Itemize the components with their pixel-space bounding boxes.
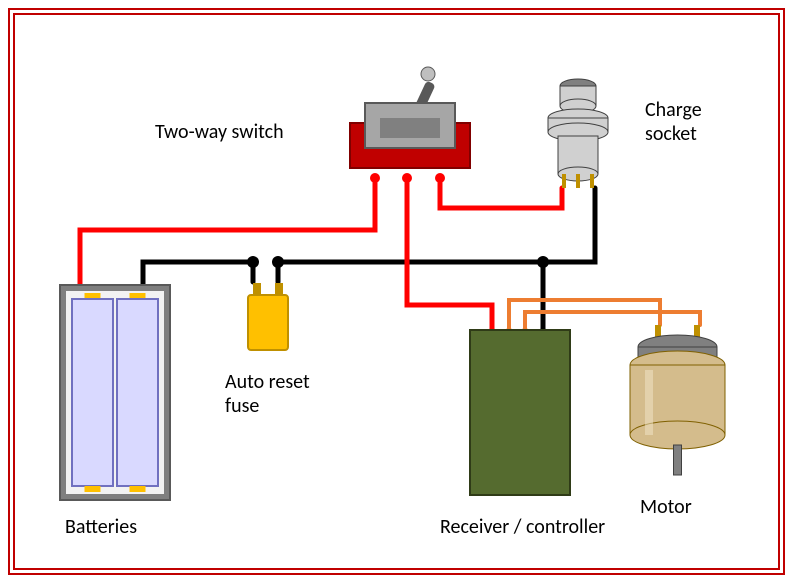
charge-socket-label-1: Charge bbox=[645, 98, 702, 122]
receiver-controller-icon bbox=[470, 330, 570, 495]
charge-socket-icon bbox=[548, 79, 608, 188]
batteries-label: Batteries bbox=[65, 515, 137, 539]
motor-label: Motor bbox=[640, 495, 692, 519]
receiver-controller-label: Receiver / controller bbox=[440, 515, 605, 539]
two-way-switch-label: Two-way switch bbox=[155, 120, 284, 144]
motor-icon bbox=[630, 325, 725, 475]
auto-reset-fuse-label-1: Auto reset bbox=[225, 370, 310, 394]
auto-reset-fuse-label-2: fuse bbox=[225, 394, 259, 418]
diagram-canvas: Two-way switch Charge socket Auto reset … bbox=[0, 0, 793, 583]
two-way-switch-icon bbox=[350, 67, 470, 168]
batteries-icon bbox=[60, 285, 170, 500]
auto-reset-fuse-icon bbox=[248, 283, 288, 350]
charge-socket-label-2: socket bbox=[645, 122, 697, 146]
